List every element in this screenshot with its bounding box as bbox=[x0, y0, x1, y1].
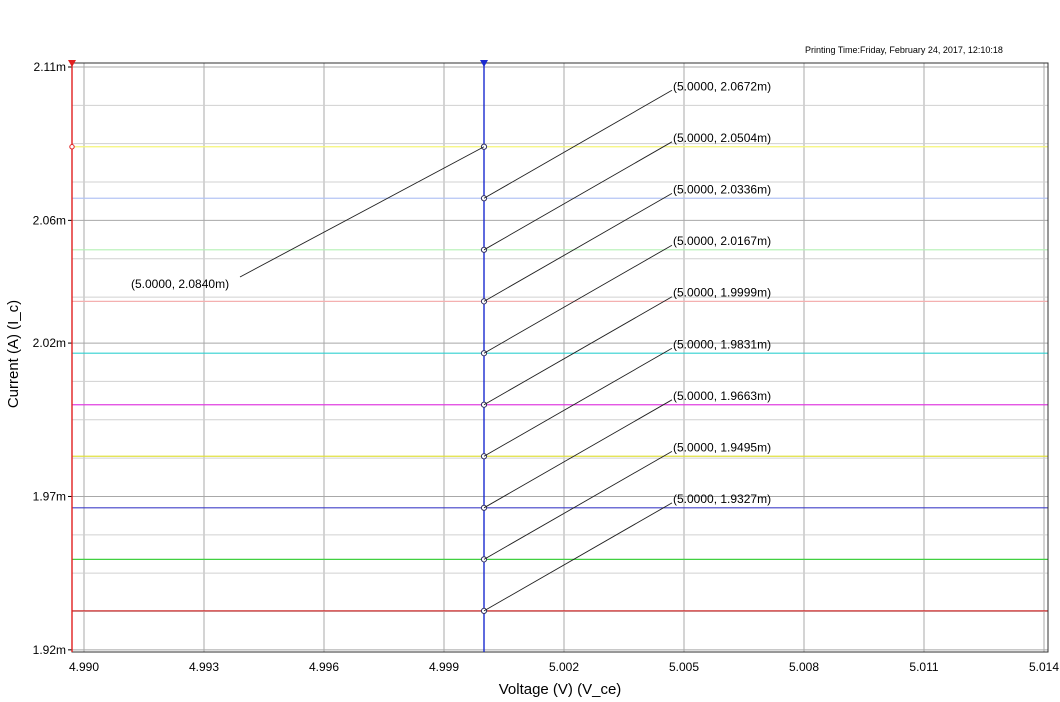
y-tick-label: 1.97m bbox=[33, 489, 66, 503]
annotation-label: (5.0000, 2.0167m) bbox=[673, 234, 771, 248]
left-cursor-point bbox=[69, 144, 75, 150]
annotation-label: (5.0000, 1.9999m) bbox=[673, 286, 771, 300]
left-cursor-marker bbox=[68, 60, 76, 67]
series-lines bbox=[72, 146, 1048, 612]
y-tick-label: 2.11m bbox=[34, 60, 66, 74]
annotation-leader bbox=[483, 347, 673, 457]
annotation-leader bbox=[483, 141, 673, 251]
annotation-leader bbox=[483, 502, 673, 612]
annotation-leader bbox=[483, 192, 673, 302]
annotations: (5.0000, 2.0840m) (5.0000, 2.0672m) (5.000… bbox=[131, 79, 771, 614]
x-tick-label: 4.993 bbox=[189, 660, 219, 674]
annotation-leader bbox=[483, 450, 673, 560]
annotation-leader bbox=[483, 296, 673, 406]
annotation-label: (5.0000, 2.0672m) bbox=[673, 79, 771, 93]
y-tick-label: 2.02m bbox=[33, 336, 66, 350]
annotation-label: (5.0000, 2.0504m) bbox=[673, 131, 771, 145]
tick-labels: 4.990 4.993 4.996 4.999 5.002 5.005 5.008 5.011… bbox=[33, 60, 1060, 674]
x-tick-label: 5.002 bbox=[549, 660, 579, 674]
annotation-label: (5.0000, 2.0336m) bbox=[673, 182, 771, 196]
annotation-label: (5.0000, 1.9495m) bbox=[673, 440, 771, 454]
x-tick-label: 4.999 bbox=[429, 660, 459, 674]
annotation-leader bbox=[239, 146, 485, 278]
x-tick-label: 5.014 bbox=[1029, 660, 1059, 674]
cursor-marker[interactable] bbox=[480, 60, 488, 67]
cursor[interactable] bbox=[480, 60, 488, 652]
annotation-leader bbox=[483, 89, 673, 199]
y-axis-title: Current (A) (I_c) bbox=[5, 300, 22, 408]
x-tick-label: 4.990 bbox=[69, 660, 99, 674]
axes bbox=[68, 60, 76, 652]
annotation-leader bbox=[483, 244, 673, 354]
grid bbox=[72, 63, 1048, 652]
x-tick-label: 5.005 bbox=[669, 660, 699, 674]
printing-time: Printing Time:Friday, February 24, 2017,… bbox=[805, 45, 1003, 55]
plot-frame bbox=[71, 62, 1049, 653]
annotation-label: (5.0000, 1.9831m) bbox=[673, 337, 771, 351]
annotation-leader bbox=[483, 399, 673, 509]
y-tick-label: 2.06m bbox=[33, 213, 66, 227]
x-axis-title: Voltage (V) (V_ce) bbox=[499, 681, 622, 698]
y-tick-label: 1.92m bbox=[33, 643, 66, 657]
x-tick-label: 4.996 bbox=[309, 660, 339, 674]
annotation-label: (5.0000, 1.9327m) bbox=[673, 492, 771, 506]
annotation-label: (5.0000, 2.0840m) bbox=[131, 277, 229, 291]
annotation-label: (5.0000, 1.9663m) bbox=[673, 389, 771, 403]
x-tick-label: 5.011 bbox=[909, 660, 938, 674]
x-tick-label: 5.008 bbox=[789, 660, 819, 674]
